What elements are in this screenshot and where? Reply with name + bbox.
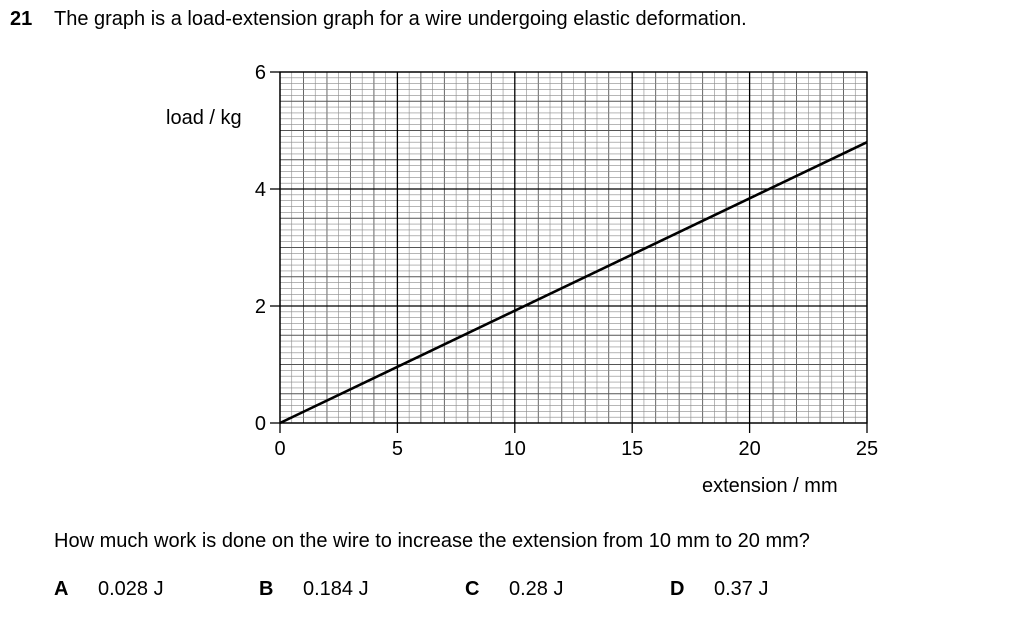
series-line-0 (279, 141, 868, 425)
data-series (279, 141, 868, 425)
question-prompt: How much work is done on the wire to inc… (54, 530, 810, 552)
x-tick-label: 10 (504, 438, 526, 460)
tick-labels: 0 2 4 6 0 5 10 15 20 25 (255, 62, 878, 460)
option-b[interactable]: B 0.184 J (259, 578, 369, 601)
minor-grid (280, 72, 867, 423)
question-intro: The graph is a load-extension graph for … (54, 8, 747, 30)
y-tick-label: 6 (255, 62, 266, 84)
y-tick-label: 4 (255, 179, 266, 201)
option-a-letter: A (54, 578, 69, 600)
option-d[interactable]: D 0.37 J (670, 578, 768, 601)
option-b-letter: B (259, 578, 274, 600)
option-c-letter: C (465, 578, 480, 600)
answer-options: A 0.028 J B 0.184 J C 0.28 J D 0.37 J (0, 578, 1024, 608)
option-d-text: 0.37 J (714, 578, 769, 600)
x-tick-label: 5 (392, 438, 403, 460)
question-number: 21 (10, 8, 33, 30)
option-c-text: 0.28 J (509, 578, 564, 600)
x-tick-label: 15 (621, 438, 643, 460)
x-tick-label: 20 (738, 438, 760, 460)
option-b-text: 0.184 J (303, 578, 369, 600)
x-axis-label: extension / mm (702, 475, 838, 497)
tick-marks (270, 71, 868, 433)
option-c[interactable]: C 0.28 J (465, 578, 563, 601)
y-axis-label: load / kg (166, 107, 242, 129)
x-tick-label: 0 (274, 438, 285, 460)
plot-frame (279, 71, 868, 424)
axes (279, 71, 868, 424)
option-a[interactable]: A 0.028 J (54, 578, 164, 601)
option-a-text: 0.028 J (98, 578, 164, 600)
option-d-letter: D (670, 578, 685, 600)
x-tick-label: 25 (856, 438, 878, 460)
y-tick-label: 2 (255, 296, 266, 318)
y-tick-label: 0 (255, 413, 266, 435)
